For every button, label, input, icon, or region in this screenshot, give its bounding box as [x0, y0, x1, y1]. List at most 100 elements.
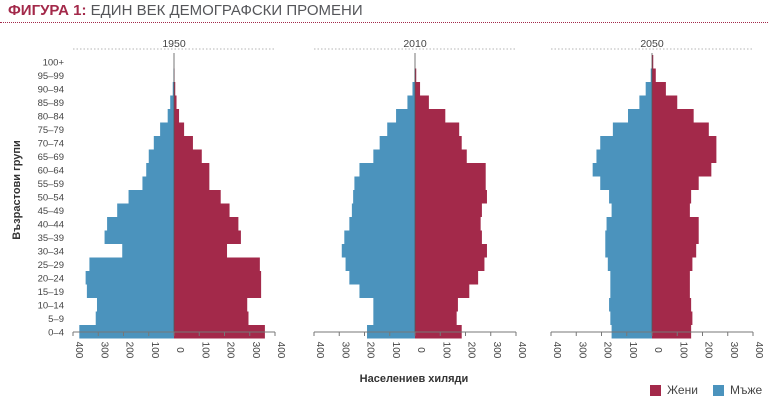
panel-2010-bar-men	[373, 311, 415, 325]
panel-2010-bar-men	[359, 163, 415, 177]
panel-2010-bar-women	[415, 190, 487, 204]
legend-label-women: Жени	[667, 383, 698, 397]
panel-1950-x-tick-label: 400	[275, 342, 286, 359]
title-divider	[0, 22, 768, 23]
panel-2010-bar-men	[396, 109, 415, 123]
panel-2050-bar-men	[605, 244, 652, 258]
panel-1950-x-tick-label: 100	[199, 342, 210, 359]
panel-2050-bar-women	[652, 95, 678, 109]
panel-2050-bar-men	[610, 311, 652, 325]
panel-2010-bar-men	[349, 271, 415, 285]
panel-2010-bar-women	[415, 244, 487, 258]
figure-title-text: ЕДИН ВЕК ДЕМОГРАФСКИ ПРОМЕНИ	[90, 2, 363, 19]
panel-2050-bar-men	[596, 149, 652, 163]
panel-1950-x-tick-label: 300	[98, 342, 109, 359]
panel-2050-bar-men	[645, 82, 652, 96]
panel-2050-x-tick-label: 300	[576, 342, 587, 359]
panel-2010-x-tick-label: 200	[365, 342, 376, 359]
x-axis-title: Населениев хиляди	[360, 373, 469, 385]
panel-2050-bar-women	[652, 55, 654, 69]
legend-swatch-men	[713, 384, 724, 396]
panel-2010-bar-men	[354, 176, 415, 190]
panel-2010-bar-men	[345, 257, 415, 271]
panel-2050-bar-men	[606, 217, 652, 231]
panel-2010-x-tick-label: 0	[415, 347, 426, 353]
panel-1950-bar-men	[104, 230, 174, 244]
panel-2010-x-tick-label: 300	[491, 342, 502, 359]
panel-1950-x-tick-label: 300	[250, 342, 261, 359]
panel-2050-bar-men	[609, 190, 652, 204]
panel-2010-x-tick-label: 100	[390, 342, 401, 359]
panel-2010-x-tick-label: 400	[516, 342, 527, 359]
panel-2050-bar-men	[628, 109, 652, 123]
panel-1950-bar-women	[174, 149, 202, 163]
panel-2050-bar-women	[652, 122, 709, 136]
panel-2010-bar-men	[412, 82, 415, 96]
panel-2010-bar-men	[387, 122, 415, 136]
legend-swatch-women	[650, 384, 661, 396]
panel-1950-bar-women	[174, 311, 249, 325]
panel-1950-bar-men	[96, 298, 174, 312]
panel-2050-bar-women	[652, 244, 697, 258]
age-label: 30–34	[38, 246, 64, 257]
panel-2050-bar-men	[600, 176, 652, 190]
legend-item-men: Мъже	[713, 383, 762, 397]
panel-2010-bar-women	[415, 136, 462, 150]
panel-2050-bar-women	[652, 217, 699, 231]
panel-1950-bar-women	[174, 176, 210, 190]
panel-2010-bar-men	[353, 190, 415, 204]
panel-1950-x-tick-label: 400	[73, 342, 84, 359]
panel-1950-bar-men	[86, 284, 174, 298]
panel-2050-title: 2050	[640, 38, 664, 50]
panel-1950-title: 1950	[162, 38, 186, 50]
panel-2050-bar-women	[652, 203, 690, 217]
panel-2010-x-tick-label: 200	[466, 342, 477, 359]
panel-2050-x-tick-label: 400	[551, 342, 562, 359]
panel-2050-bar-women	[652, 284, 690, 298]
panel-2050-bar-women	[652, 190, 692, 204]
panel-2010-bar-women	[415, 122, 460, 136]
panel-2010-bar-men	[341, 244, 415, 258]
panel-2010-bar-men	[351, 203, 415, 217]
panel-2050-bar-women	[652, 230, 699, 244]
panel-2050-bar-women	[652, 82, 666, 96]
panel-2010-bar-women	[415, 82, 421, 96]
figure-title-label: ФИГУРА 1:	[8, 2, 87, 19]
age-label: 55–59	[38, 179, 64, 190]
panel-2010-bar-women	[415, 217, 481, 231]
panel-2050-x-tick-label: 100	[677, 342, 688, 359]
panel-2050-bar-men	[639, 95, 652, 109]
age-label: 85–89	[38, 98, 64, 109]
panel-2050-bar-men	[592, 163, 652, 177]
panel-2010-bar-women	[415, 284, 470, 298]
age-label: 25–29	[38, 260, 64, 271]
panel-2010-bar-men	[344, 230, 415, 244]
panel-1950-bar-men	[160, 122, 174, 136]
panel-2010-bar-women	[415, 176, 486, 190]
age-label: 10–14	[38, 300, 64, 311]
panel-2050-x-tick-label: 100	[627, 342, 638, 359]
panel-2050-bar-women	[652, 149, 717, 163]
panel-2010-bar-men	[407, 95, 415, 109]
panel-2010-bar-women	[415, 271, 479, 285]
panel-1950-bar-women	[174, 284, 262, 298]
age-label: 20–24	[38, 273, 64, 284]
panel-2050-bar-women	[652, 271, 690, 285]
age-label: 100+	[43, 57, 65, 68]
panel-2050-bar-women	[652, 298, 692, 312]
panel-1950-bar-women	[174, 230, 241, 244]
panel-1950-x-tick-label: 100	[149, 342, 160, 359]
panel-1950-bar-men	[122, 244, 174, 258]
y-axis-title: Възрастови групи	[11, 140, 23, 240]
legend-item-women: Жени	[650, 383, 698, 397]
panel-2050-bar-men	[600, 136, 652, 150]
age-label: 45–49	[38, 206, 64, 217]
panel-1950-bar-women	[174, 190, 221, 204]
panel-2050-bar-men	[610, 284, 652, 298]
panel-2010-bar-men	[373, 149, 415, 163]
panel-2050-x-tick-label: 200	[703, 342, 714, 359]
panel-2010-bar-men	[349, 217, 415, 231]
panel-1950-bar-men	[167, 109, 174, 123]
panel-2010-x-tick-label: 100	[440, 342, 451, 359]
